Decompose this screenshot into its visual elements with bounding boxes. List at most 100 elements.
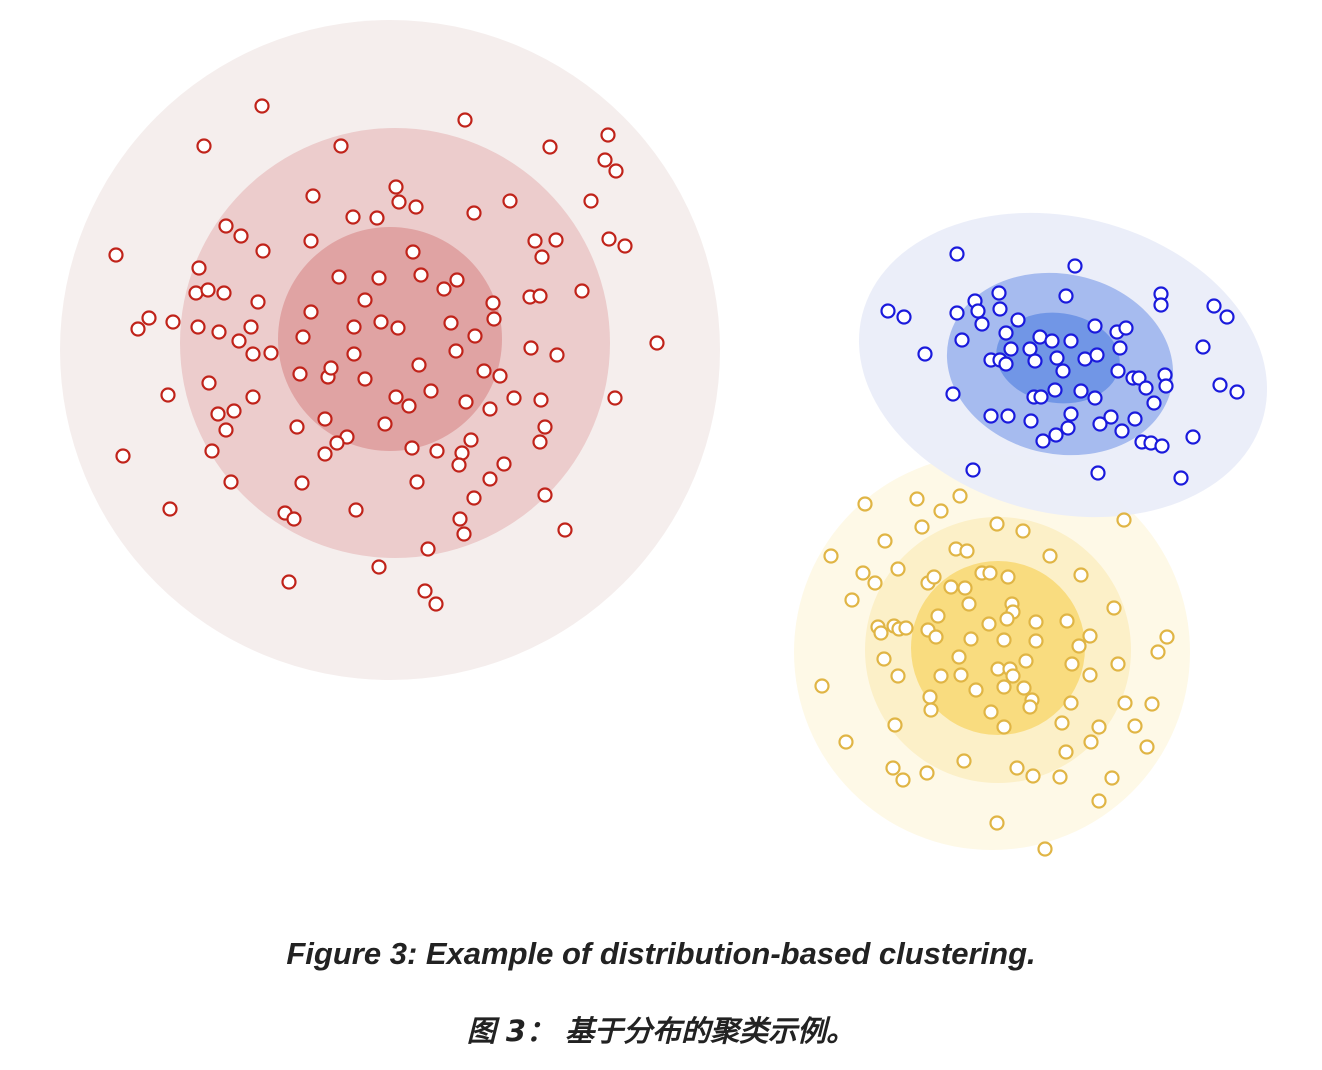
red-data-point — [600, 127, 616, 143]
red-data-point — [305, 188, 321, 204]
yellow-data-point — [1127, 718, 1143, 734]
red-data-point — [409, 474, 425, 490]
red-data-point — [482, 401, 498, 417]
blue-data-point — [954, 332, 970, 348]
red-data-point — [496, 456, 512, 472]
blue-data-point — [1087, 318, 1103, 334]
red-data-point — [331, 269, 347, 285]
red-data-point — [458, 394, 474, 410]
yellow-data-point — [1009, 760, 1025, 776]
yellow-data-point — [982, 565, 998, 581]
blue-data-point — [998, 356, 1014, 372]
red-data-point — [557, 522, 573, 538]
red-data-point — [108, 247, 124, 263]
yellow-data-point — [1106, 600, 1122, 616]
red-data-point — [404, 440, 420, 456]
blue-data-point — [1154, 438, 1170, 454]
blue-data-point — [1003, 341, 1019, 357]
yellow-data-point — [1000, 569, 1016, 585]
yellow-data-point — [876, 651, 892, 667]
red-data-point — [408, 199, 424, 215]
blue-data-point — [1087, 390, 1103, 406]
blue-data-point — [1044, 333, 1060, 349]
yellow-data-point — [996, 632, 1012, 648]
yellow-data-point — [838, 734, 854, 750]
points-layer — [108, 98, 1245, 857]
red-data-point — [649, 335, 665, 351]
red-data-point — [210, 406, 226, 422]
clustering-figure — [60, 20, 1268, 857]
yellow-data-point — [1016, 680, 1032, 696]
red-data-point — [317, 446, 333, 462]
blue-data-point — [1092, 416, 1108, 432]
blue-data-point — [974, 316, 990, 332]
yellow-data-point — [890, 561, 906, 577]
yellow-data-point — [885, 760, 901, 776]
yellow-data-point — [1083, 734, 1099, 750]
red-data-point — [449, 272, 465, 288]
red-data-point — [492, 368, 508, 384]
red-data-point — [190, 319, 206, 335]
blue-data-point — [1033, 389, 1049, 405]
red-data-point — [201, 375, 217, 391]
yellow-data-point — [1139, 739, 1155, 755]
blue-data-point — [1060, 420, 1076, 436]
yellow-data-point — [999, 611, 1015, 627]
yellow-data-point — [873, 625, 889, 641]
red-data-point — [357, 292, 373, 308]
red-data-point — [289, 419, 305, 435]
blue-data-point — [965, 462, 981, 478]
red-data-point — [245, 389, 261, 405]
blue-data-point — [1173, 470, 1189, 486]
red-data-point — [482, 471, 498, 487]
yellow-data-point — [1054, 715, 1070, 731]
blue-data-point — [945, 386, 961, 402]
yellow-data-point — [981, 616, 997, 632]
red-data-point — [607, 390, 623, 406]
red-data-point — [295, 329, 311, 345]
red-data-point — [263, 345, 279, 361]
red-data-point — [608, 163, 624, 179]
blue-data-point — [917, 346, 933, 362]
red-data-point — [130, 321, 146, 337]
blue-data-point — [1000, 408, 1016, 424]
red-data-point — [466, 205, 482, 221]
red-data-point — [448, 343, 464, 359]
red-data-point — [196, 138, 212, 154]
blue-cluster-points — [880, 246, 1245, 486]
yellow-data-point — [1015, 523, 1031, 539]
red-data-point — [485, 295, 501, 311]
yellow-data-point — [928, 629, 944, 645]
red-data-point — [371, 559, 387, 575]
red-data-point — [292, 366, 308, 382]
yellow-data-point — [1159, 629, 1175, 645]
red-data-point — [218, 218, 234, 234]
red-data-point — [443, 315, 459, 331]
blue-data-point — [998, 325, 1014, 341]
red-data-point — [204, 443, 220, 459]
blue-data-point — [1112, 340, 1128, 356]
red-data-point — [466, 490, 482, 506]
red-data-point — [429, 443, 445, 459]
red-data-point — [390, 320, 406, 336]
red-data-point — [245, 346, 261, 362]
blue-data-point — [1055, 363, 1071, 379]
red-data-point — [191, 260, 207, 276]
blue-data-point — [983, 408, 999, 424]
red-data-point — [369, 210, 385, 226]
yellow-data-point — [968, 682, 984, 698]
yellow-data-point — [1104, 770, 1120, 786]
yellow-data-point — [959, 543, 975, 559]
yellow-data-point — [914, 519, 930, 535]
yellow-data-point — [1144, 696, 1160, 712]
yellow-data-point — [895, 772, 911, 788]
blue-data-point — [1114, 423, 1130, 439]
blue-data-point — [1067, 258, 1083, 274]
red-data-point — [388, 179, 404, 195]
red-data-point — [454, 445, 470, 461]
yellow-data-point — [1063, 695, 1079, 711]
red-data-point — [597, 152, 613, 168]
blue-data-point — [1185, 429, 1201, 445]
blue-data-point — [1023, 413, 1039, 429]
blue-data-point — [1206, 298, 1222, 314]
